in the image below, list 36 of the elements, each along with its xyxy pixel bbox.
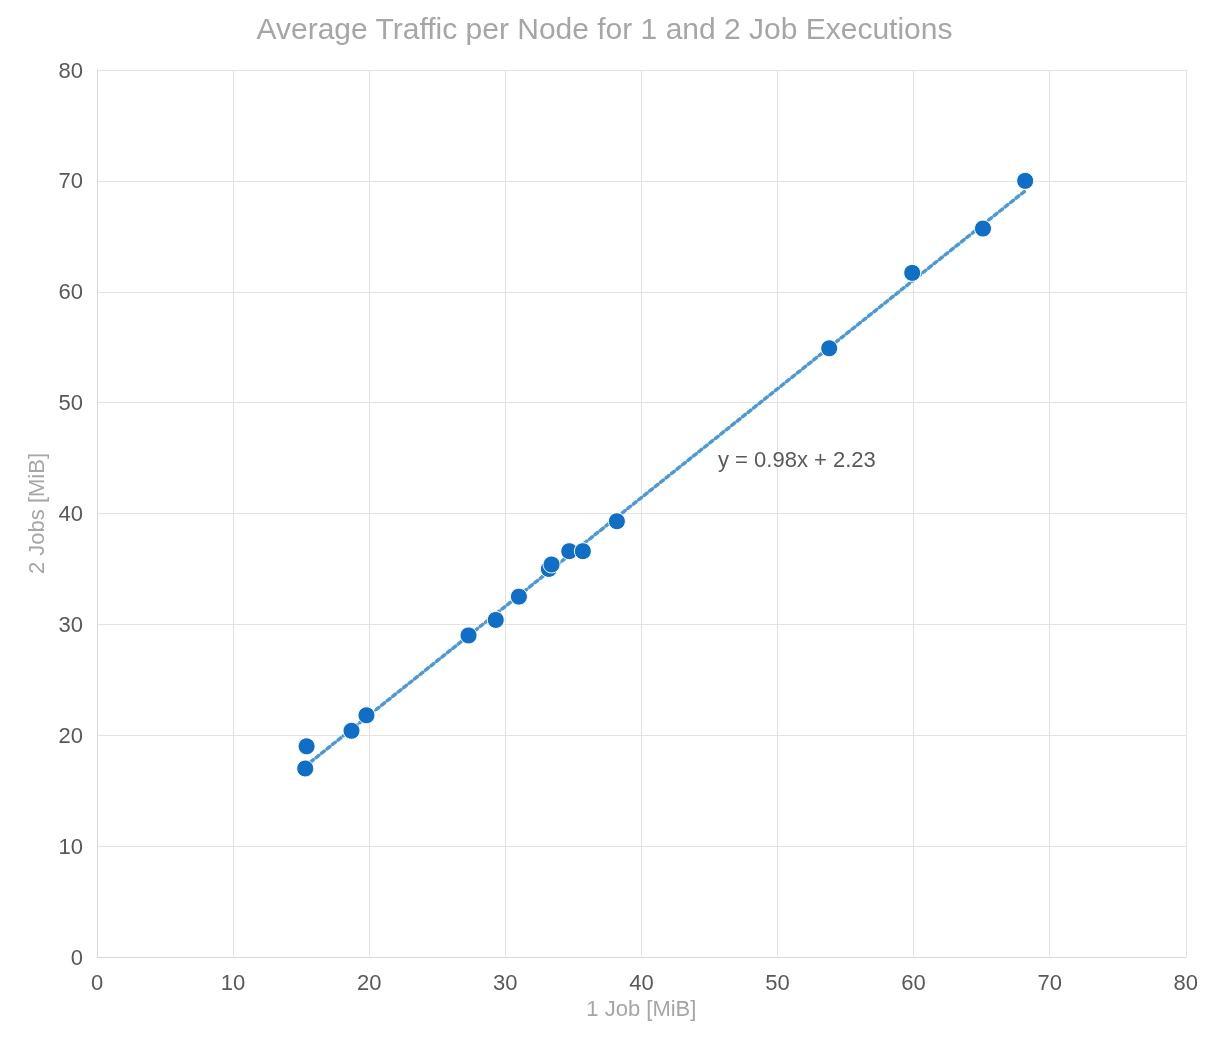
y-tick-label: 30 xyxy=(58,611,83,637)
point xyxy=(486,610,505,629)
point xyxy=(357,706,376,725)
y-tick-label: 10 xyxy=(58,833,83,859)
x-tick-label: 30 xyxy=(493,969,518,995)
point xyxy=(509,587,528,606)
y-tick-label: 80 xyxy=(58,57,83,83)
y-tick-label: 0 xyxy=(70,944,83,970)
point xyxy=(573,542,592,561)
x-tick-label: 50 xyxy=(765,969,790,995)
chart-title: Average Traffic per Node for 1 and 2 Job Executions xyxy=(256,11,953,45)
point xyxy=(297,737,316,756)
x-tick-label: 60 xyxy=(901,969,926,995)
point xyxy=(342,721,361,740)
point xyxy=(542,555,561,574)
point xyxy=(1016,171,1035,190)
y-tick-label: 20 xyxy=(58,722,83,748)
x-tick-label: 40 xyxy=(629,969,654,995)
y-tick-label: 70 xyxy=(58,168,83,194)
y-tick-label: 50 xyxy=(58,390,83,416)
y-tick-label: 60 xyxy=(58,279,83,305)
x-tick-label: 0 xyxy=(90,969,104,995)
x-tick-label: 70 xyxy=(1037,969,1062,995)
point xyxy=(459,626,478,645)
x-tick-label: 10 xyxy=(220,969,246,995)
y-tick-label: 40 xyxy=(58,501,83,526)
point xyxy=(607,512,626,531)
x-tick-label: 20 xyxy=(356,969,382,995)
point xyxy=(820,339,839,358)
point xyxy=(296,759,315,778)
point xyxy=(903,263,922,282)
x-axis-title: 1 Job [MiB] xyxy=(586,996,697,1022)
x-tick-label: 80 xyxy=(1173,969,1199,995)
y-axis-title: 2 Jobs [MiB] xyxy=(23,452,49,575)
point xyxy=(974,219,992,238)
annotation: y = 0.98x + 2.23 xyxy=(718,446,876,472)
